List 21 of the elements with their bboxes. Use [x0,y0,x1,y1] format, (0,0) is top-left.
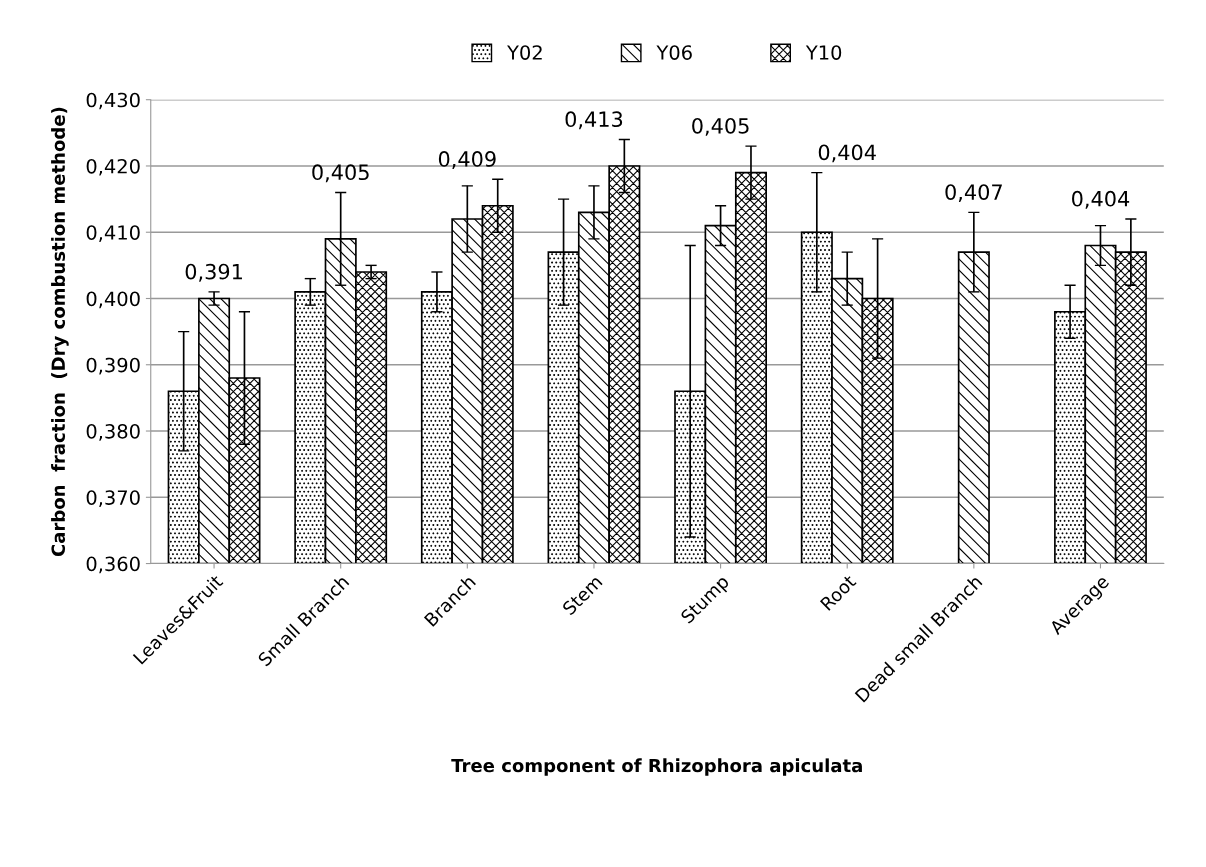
x-axis-title: Tree component of Rhizophora apiculata [451,758,862,776]
y-tick-label: 0,390 [86,357,140,375]
y-tick-label: 0,380 [86,423,140,441]
y-tick-label: 0,420 [86,158,140,176]
annotation: 0,405 [312,164,369,183]
y-axis-title: Carbon fraction (Dry combustion methode) [51,107,69,557]
y-tick-label: 0,430 [86,92,140,110]
y-tick-label: 0,360 [86,556,140,574]
annotation: 0,405 [692,117,749,136]
annotation: 0,409 [438,151,496,169]
annotation: 0,404 [1072,190,1130,209]
annotation: 0,407 [945,184,1002,203]
annotation: 0,404 [818,144,876,163]
y-tick-label: 0,400 [86,291,140,309]
legend-label: Y06 [656,45,692,60]
y-tick-label: 0,370 [86,490,140,507]
annotation: 0,391 [185,263,242,282]
legend-label: Y02 [507,45,542,60]
annotation: 0,413 [565,111,623,130]
legend-label: Y10 [805,45,842,60]
y-tick-label: 0,410 [86,225,140,242]
